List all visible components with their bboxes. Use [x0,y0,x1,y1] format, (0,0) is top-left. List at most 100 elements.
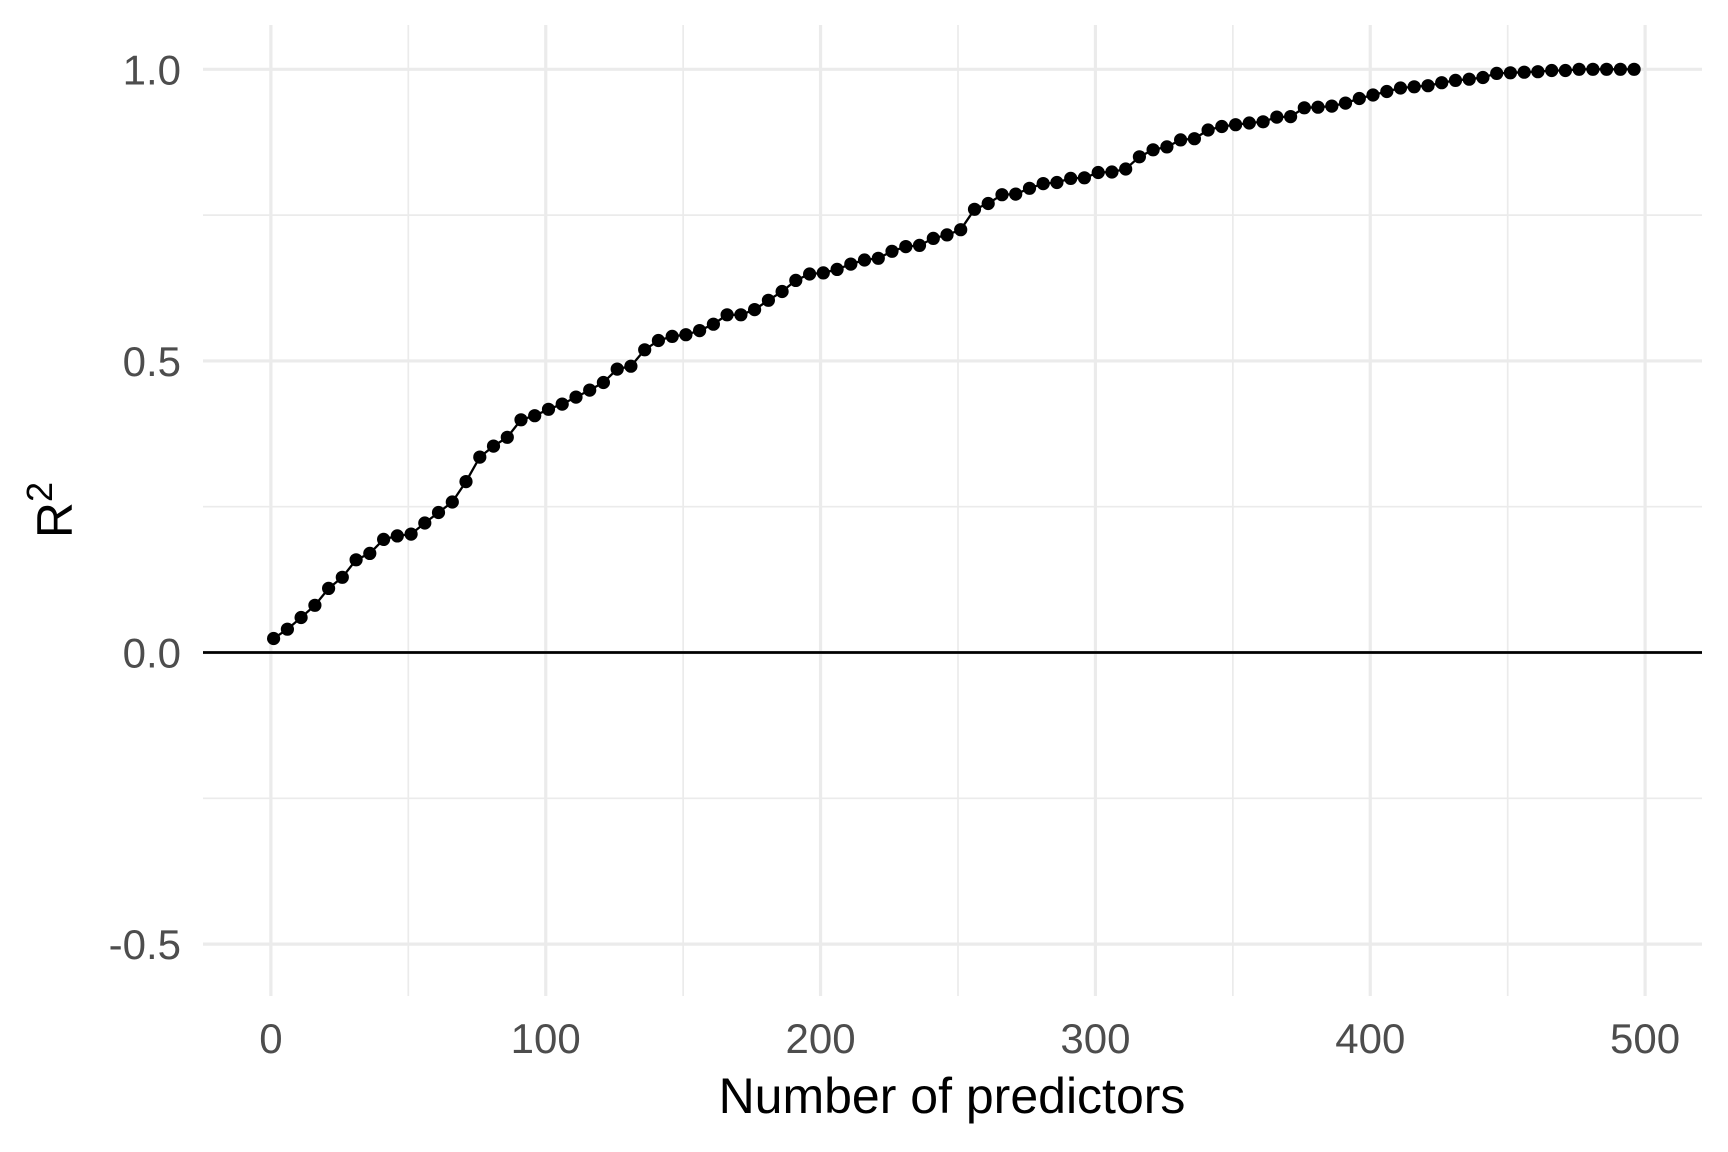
data-point [816,266,830,280]
data-point [583,383,597,397]
data-point [1091,165,1105,180]
data-point [1558,63,1572,78]
data-point [1448,73,1463,87]
data-point [1009,187,1023,201]
x-axis-title: Number of predictors [719,1068,1186,1124]
data-point [638,343,652,357]
data-point [803,267,817,281]
data-point [445,495,459,509]
data-point [1119,162,1133,176]
data-point [404,527,418,541]
minor-gridlines [203,25,1702,996]
data-point [486,439,501,453]
data-point [1503,66,1517,80]
data-point [1297,101,1311,115]
data-point [1132,150,1146,164]
data-point [693,324,707,338]
data-point [789,273,803,287]
y-tick-label: 1.0 [123,46,181,93]
y-axis-title: R2 [19,482,83,538]
data-point [1064,171,1078,185]
data-point [1229,118,1243,132]
data-point [1077,171,1091,185]
y-axis-title-superscript: 2 [19,482,60,502]
data-point [1352,91,1366,106]
data-point [1380,84,1394,99]
y-tick-label: -0.5 [109,921,181,968]
data-point [541,402,556,416]
data-point [1242,116,1256,130]
data-point [1325,99,1339,113]
data-point [1270,110,1284,124]
data-point [775,284,789,299]
data-points [267,62,1641,646]
data-point [1490,66,1504,80]
data-point [706,317,721,331]
data-point [1366,88,1380,102]
data-point [308,598,322,612]
data-point [926,231,940,245]
data-point [885,244,899,258]
data-point [1201,123,1215,137]
data-point [954,223,968,237]
data-point [459,475,473,489]
data-point [473,450,487,464]
data-point [651,333,666,348]
data-point [844,257,858,271]
y-axis-title-base: R [27,502,83,538]
y-tick-label: 0.0 [123,630,181,677]
data-point [1215,119,1229,134]
data-point [720,308,734,322]
x-tick-label: 500 [1610,1015,1680,1062]
data-point [418,516,432,530]
x-tick-label: 400 [1335,1015,1405,1062]
data-point [734,308,748,322]
data-point [1421,79,1435,93]
data-point [1050,175,1064,190]
data-point [665,329,679,343]
x-tick-label: 100 [511,1015,581,1062]
data-point [830,262,844,276]
data-point [528,409,542,423]
x-tick-label: 200 [786,1015,856,1062]
data-point [322,581,336,596]
series-line [272,68,1635,640]
data-point [500,430,514,444]
major-gridlines [203,25,1702,996]
y-tick-label: 0.5 [123,338,181,385]
data-point [569,390,583,404]
data-point [981,196,995,211]
data-point [1284,110,1298,124]
data-point [1462,72,1476,86]
data-point [1187,132,1201,146]
data-point [1476,70,1490,85]
data-point [1435,76,1449,90]
data-point [1393,81,1408,95]
x-tick-label: 300 [1060,1015,1130,1062]
data-point [1160,140,1174,154]
data-point [624,359,638,373]
data-point [1174,133,1188,147]
data-point [1022,181,1037,195]
data-point [1517,65,1531,79]
data-point [335,570,349,584]
data-point [1545,63,1559,78]
data-point [1338,96,1353,110]
data-point [761,293,776,307]
data-point [1036,177,1050,191]
data-point [940,228,954,242]
data-point [748,303,762,317]
data-point [1407,80,1421,94]
data-point [390,529,404,543]
data-point [857,253,872,267]
data-point [280,622,294,636]
data-point [555,397,569,411]
data-point [1256,115,1270,129]
data-point [514,413,528,427]
data-point [1531,65,1545,79]
data-point [1613,62,1627,76]
data-point [899,240,913,254]
y-axis-tick-labels: 1.0 0.5 0.0 -0.5 [109,46,181,968]
data-point [349,553,363,567]
